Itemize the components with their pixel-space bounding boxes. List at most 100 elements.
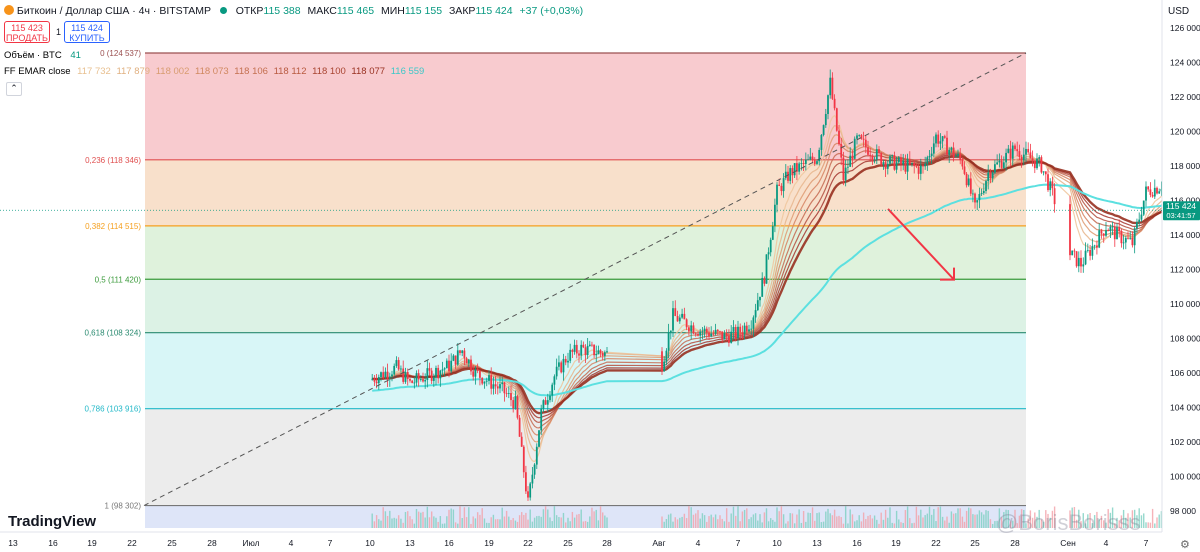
candle-body — [549, 395, 551, 401]
volume-bar — [527, 519, 529, 528]
candle-body — [1029, 152, 1032, 159]
candle-body — [1147, 186, 1150, 190]
candles — [371, 69, 1200, 501]
price-tick-label: 120 000 — [1170, 126, 1200, 136]
symbol-header[interactable]: Биткоин / Доллар США · 4ч · BITSTAMP ОТК… — [4, 5, 587, 17]
fib-retracement-zones[interactable] — [145, 53, 1026, 528]
volume-bar — [667, 514, 670, 528]
candle-body — [1036, 158, 1038, 169]
price-tick-label: 124 000 — [1170, 57, 1200, 67]
chevron-up-icon[interactable]: ⌃ — [6, 82, 22, 96]
volume-bar — [555, 515, 558, 528]
currency-label[interactable]: USD — [1168, 6, 1190, 17]
candle-body — [793, 163, 796, 176]
forecast-arrow[interactable] — [887, 208, 955, 281]
time-tick-label: 7 — [328, 538, 333, 548]
volume-bar — [573, 517, 576, 528]
candle-body — [969, 178, 972, 194]
candle-body — [435, 367, 437, 377]
candle-body — [917, 166, 920, 174]
candle-body — [705, 328, 708, 333]
candle-body — [1071, 250, 1074, 256]
volume-bar — [774, 521, 776, 528]
candle-body — [809, 156, 812, 160]
volume-bar — [599, 506, 602, 528]
volume-bar — [950, 511, 953, 528]
fib-label: 0 (124 537) — [100, 49, 141, 58]
volume-bar — [1098, 519, 1100, 528]
volume-bar — [604, 515, 606, 528]
candle-body — [1109, 226, 1112, 232]
volume-bar — [737, 506, 739, 528]
volume-bar — [595, 509, 597, 528]
ema-legend[interactable]: FF EMAR close 117 732 117 879 118 002 11… — [4, 66, 424, 77]
volume-bar — [1007, 510, 1009, 528]
time-tick-label: 13 — [8, 538, 18, 548]
ohlc-change: +37 (+0,03%) — [519, 5, 584, 17]
candle-body — [1122, 242, 1125, 244]
volume-bar — [811, 507, 814, 528]
candle-body — [1124, 237, 1127, 243]
volume-bar — [571, 511, 574, 528]
candle-body — [875, 149, 878, 160]
candle-body — [827, 95, 829, 115]
candle-body — [820, 134, 823, 150]
volume-bar — [802, 510, 805, 528]
candle-body — [501, 382, 504, 385]
candle-body — [1042, 171, 1045, 173]
candle-body — [456, 350, 459, 365]
volume-bar — [893, 523, 896, 528]
bitcoin-icon — [4, 5, 14, 15]
candle-body — [712, 333, 715, 335]
price-axis[interactable]: 98 000 100 000 102 000 104 000 106 000 108 00… — [1161, 0, 1200, 552]
price-tick-label: 114 000 — [1170, 230, 1200, 240]
sell-button[interactable]: 115 423 ПРОДАТЬ — [4, 21, 50, 43]
candle-body — [937, 134, 940, 144]
volume-bar — [833, 509, 836, 528]
candle-body — [985, 181, 987, 191]
volume-bar — [856, 520, 858, 528]
candle-body — [1005, 152, 1007, 163]
ema-ribbon — [372, 114, 1200, 463]
candle-body — [791, 168, 794, 176]
volume-bar — [842, 523, 845, 528]
candle-body — [424, 379, 427, 382]
price-tick-label: 112 000 — [1170, 264, 1200, 274]
price-tick-label: 104 000 — [1170, 402, 1200, 412]
volume-bar — [829, 513, 831, 528]
candle-body — [913, 162, 916, 167]
volume-bar — [750, 517, 752, 528]
volume-bar — [386, 515, 389, 528]
candle-body — [974, 193, 976, 203]
candle-body — [527, 491, 529, 498]
candle-body — [667, 332, 670, 351]
volume-bar — [732, 506, 735, 528]
volume-bars — [371, 506, 1200, 528]
candle-body — [476, 369, 479, 371]
candle-body — [851, 155, 854, 159]
settings-gear-icon[interactable]: ⚙ — [1180, 539, 1190, 551]
volume-bar — [701, 513, 704, 528]
candle-body — [782, 178, 785, 192]
volume-bar — [1114, 523, 1116, 528]
volume-bar — [602, 512, 604, 528]
volume-legend[interactable]: Объём · BTC 41 — [4, 50, 81, 61]
candle-body — [824, 114, 827, 126]
volume-bar — [880, 512, 882, 528]
price-tick-label: 126 000 — [1170, 23, 1200, 33]
volume-bar — [822, 521, 825, 528]
volume-bar — [878, 523, 880, 528]
time-axis[interactable]: 13 16 19 22 25 28 Июл 4 7 10 13 16 19 22 25 28 Авг 4 7 10 13… — [0, 531, 1162, 552]
trend-line[interactable] — [143, 52, 1027, 506]
volume-bar — [1147, 522, 1149, 528]
volume-bar — [1103, 520, 1105, 528]
volume-bar — [991, 523, 994, 528]
candle-body — [802, 163, 805, 164]
volume-bar — [989, 519, 992, 528]
candle-body — [1020, 157, 1023, 161]
candle-body — [957, 153, 959, 157]
candle-body — [599, 350, 602, 354]
time-tick-label: 16 — [444, 538, 454, 548]
buy-button[interactable]: 115 424 КУПИТЬ — [64, 21, 110, 43]
